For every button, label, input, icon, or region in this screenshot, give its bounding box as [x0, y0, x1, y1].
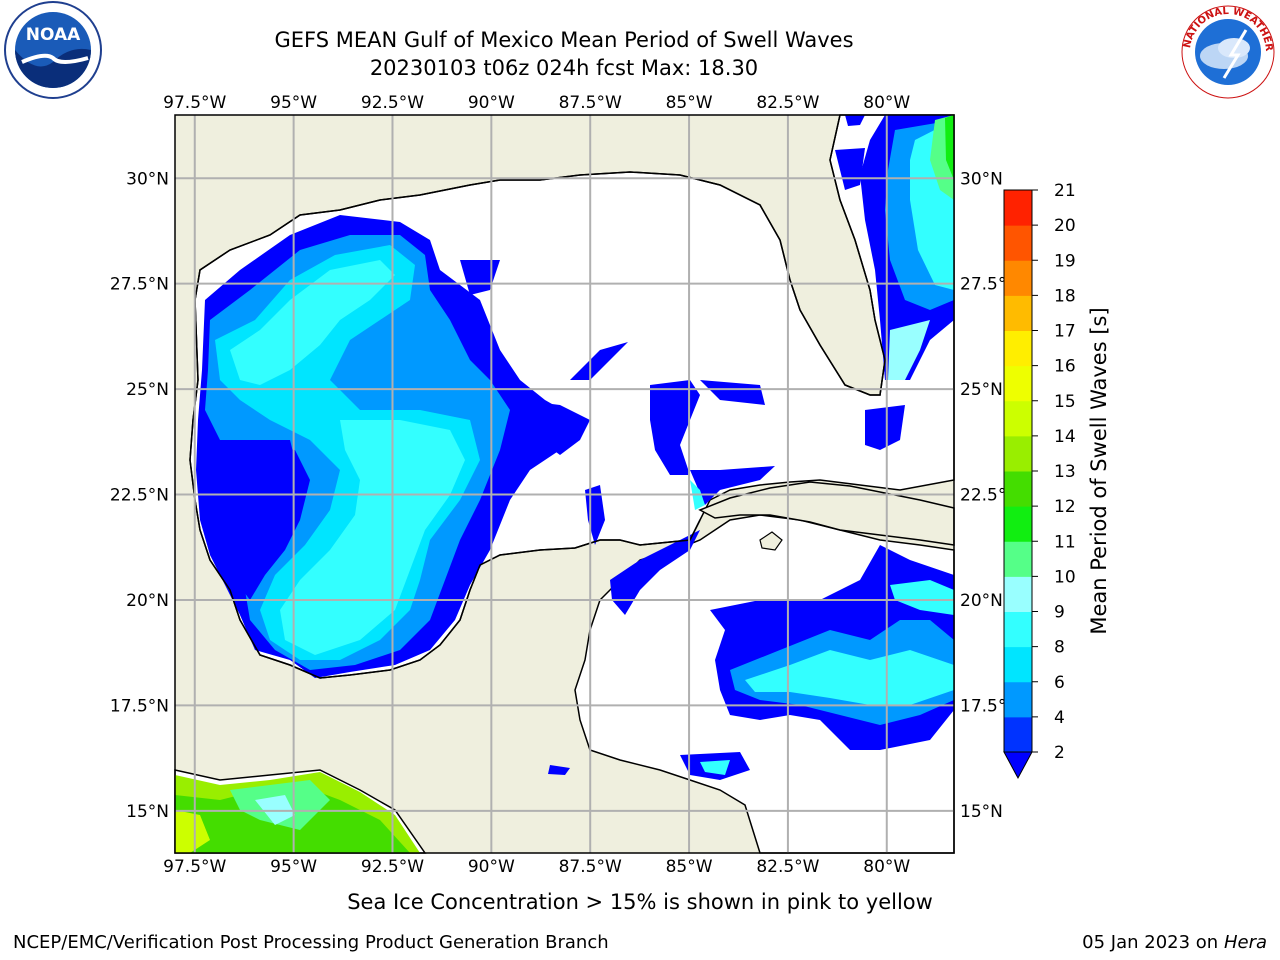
colorbar: 2 4 6 8 9 10 11 12 13 14 15 16 17 18 19 20 21 — [1003, 181, 1076, 780]
footer-date-text: 05 Jan 2023 on — [1082, 932, 1224, 953]
colorbar-tick-label: 16 — [1054, 357, 1076, 377]
lon-label-top: 92.5°W — [361, 93, 424, 113]
colorbar-label: Mean Period of Swell Waves [s] — [1087, 307, 1111, 634]
map-frame — [174, 114, 955, 854]
lat-label-left: 20°N — [126, 591, 169, 611]
lon-label-top: 90°W — [468, 93, 515, 113]
colorbar-segment — [1004, 716, 1032, 753]
lon-label-top: 97.5°W — [163, 93, 226, 113]
colorbar-extend-arrow — [1003, 751, 1033, 780]
lon-label-bottom: 90°W — [468, 857, 515, 877]
sea-ice-note-text: Sea Ice Concentration > 15% is shown in … — [347, 890, 933, 914]
lon-label-top: 80°W — [863, 93, 910, 113]
lat-label-right: 20°N — [960, 591, 1003, 611]
colorbar-segment — [1004, 681, 1032, 718]
colorbar-segment — [1004, 471, 1032, 507]
colorbar-tick-label: 14 — [1054, 427, 1076, 447]
lat-label-left: 27.5°N — [110, 275, 169, 295]
mexico-coastline — [189, 299, 701, 679]
colorbar-tick-label: 9 — [1054, 603, 1065, 623]
lon-label-bottom: 82.5°W — [756, 857, 819, 877]
lat-label-left: 22.5°N — [110, 486, 169, 506]
colorbar-segment — [1004, 400, 1032, 437]
lon-label-bottom: 95°W — [270, 857, 317, 877]
colorbar-tick-label: 4 — [1054, 708, 1065, 728]
footer-host: Hera — [1223, 932, 1267, 953]
lat-label-left: 25°N — [126, 380, 169, 400]
colorbar-segment — [1004, 190, 1032, 226]
colorbar-tick-label: 2 — [1054, 743, 1065, 763]
colorbar-tick-label: 18 — [1054, 286, 1076, 306]
colorbar-tick-label: 11 — [1054, 532, 1076, 552]
colorbar-tick-label: 15 — [1054, 392, 1076, 412]
map-grid — [175, 115, 954, 853]
lon-label-top: 82.5°W — [756, 93, 819, 113]
noaa-logo: NOAA — [4, 1, 102, 99]
colorbar-tick-label: 13 — [1054, 462, 1076, 482]
colorbar-tick-label: 19 — [1054, 251, 1076, 271]
lat-label-left: 30°N — [126, 169, 169, 189]
colorbar-segment — [1004, 295, 1032, 331]
colorbar-segment — [1004, 330, 1032, 367]
lat-label-right: 25°N — [960, 380, 1003, 400]
lon-label-top: 85°W — [666, 93, 713, 113]
lon-label-top: 87.5°W — [559, 93, 622, 113]
colorbar-segment — [1004, 260, 1032, 296]
colorbar-tick-label: 17 — [1054, 322, 1076, 342]
lat-label-left: 15°N — [126, 802, 169, 822]
colorbar-segment — [1004, 646, 1032, 683]
lat-label-left: 17.5°N — [110, 696, 169, 716]
colorbar-tick-label: 10 — [1054, 567, 1076, 587]
lon-label-bottom: 97.5°W — [163, 857, 226, 877]
lon-label-bottom: 92.5°W — [361, 857, 424, 877]
lon-label-bottom: 85°W — [666, 857, 713, 877]
colorbar-segment — [1004, 225, 1032, 261]
isle-of-youth — [759, 531, 783, 551]
colorbar-segment — [1004, 365, 1032, 402]
colorbar-segment — [1004, 541, 1032, 577]
footer-credit: NCEP/EMC/Verification Post Processing Pr… — [13, 932, 609, 953]
chart-title: GEFS MEAN Gulf of Mexico Mean Period of … — [274, 28, 854, 52]
lat-label-right: 30°N — [960, 169, 1003, 189]
footer-date: 05 Jan 2023 on Hera — [1082, 932, 1267, 953]
gulf-coastline — [194, 114, 886, 396]
colorbar-segment — [1004, 506, 1032, 542]
chart-subtitle: 20230103 t06z 024h fcst Max: 18.30 — [369, 56, 759, 80]
lon-label-bottom: 80°W — [863, 857, 910, 877]
noaa-logo-text: NOAA — [26, 25, 81, 45]
nws-logo: NATIONAL WEATHER SERVICE — [1176, 0, 1275, 99]
colorbar-segment — [1004, 435, 1032, 472]
colorbar-tick-label: 21 — [1054, 181, 1076, 201]
lon-label-top: 95°W — [270, 93, 317, 113]
colorbar-tick-label: 12 — [1054, 497, 1076, 517]
sea-ice-note: Sea Ice Concentration > 15% is shown in … — [0, 890, 1280, 914]
colorbar-tick-label: 8 — [1054, 638, 1065, 658]
colorbar-segment — [1004, 611, 1032, 648]
lat-label-right: 15°N — [960, 802, 1003, 822]
colorbar-segment — [1004, 576, 1032, 612]
colorbar-tick-label: 20 — [1054, 216, 1076, 236]
lon-label-bottom: 87.5°W — [559, 857, 622, 877]
colorbar-tick-label: 6 — [1054, 673, 1065, 693]
swell-field — [175, 115, 954, 853]
